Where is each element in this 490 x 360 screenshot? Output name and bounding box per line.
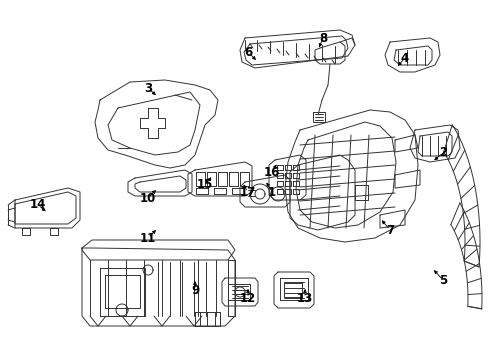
Text: 10: 10 <box>140 192 156 204</box>
Text: 9: 9 <box>191 284 199 297</box>
Text: 16: 16 <box>264 166 280 179</box>
Text: 7: 7 <box>386 224 394 237</box>
Text: 6: 6 <box>244 45 252 58</box>
Text: 4: 4 <box>401 51 409 64</box>
Text: 8: 8 <box>319 31 327 45</box>
Text: 3: 3 <box>144 81 152 94</box>
Text: 14: 14 <box>30 198 46 211</box>
Text: 12: 12 <box>240 292 256 305</box>
Text: 13: 13 <box>297 292 313 305</box>
Text: 11: 11 <box>140 231 156 244</box>
Text: 2: 2 <box>439 147 447 159</box>
Text: 5: 5 <box>439 274 447 287</box>
Text: 15: 15 <box>197 179 213 192</box>
Text: 17: 17 <box>240 185 256 198</box>
Text: 1: 1 <box>268 185 276 198</box>
